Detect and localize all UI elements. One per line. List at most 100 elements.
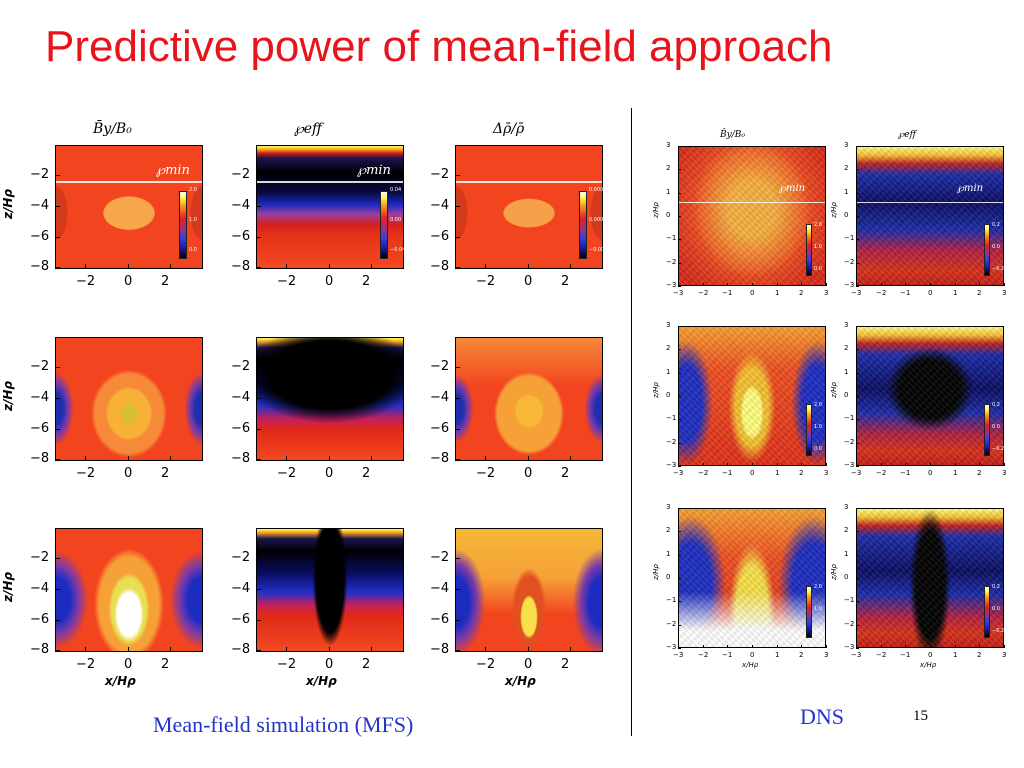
x-tick-label: −2 xyxy=(698,469,709,477)
colorbar-tick-label: 0.0 xyxy=(189,247,197,253)
colorbar-tick-label: 0.0 xyxy=(814,266,822,272)
x-tick-mark xyxy=(371,647,372,652)
dns-plot-r3-c1 xyxy=(678,508,826,648)
x-tick-label: 3 xyxy=(824,651,829,659)
mfs-caption: Mean-field simulation (MFS) xyxy=(153,712,414,737)
y-tick-mark xyxy=(455,459,460,460)
y-tick-label: −6 xyxy=(231,229,251,244)
colorbar-tick-label: 0.0000 xyxy=(589,217,607,223)
y-tick-mark xyxy=(856,216,859,217)
x-tick-mark xyxy=(128,647,129,652)
x-tick-label: 2 xyxy=(362,274,371,289)
y-tick-label: −8 xyxy=(30,451,50,466)
y-tick-label: −2 xyxy=(430,550,450,565)
x-tick-label: −2 xyxy=(476,466,496,481)
y-tick-mark xyxy=(256,589,261,590)
colorbar-tick-label: 1.0 xyxy=(814,244,822,250)
x-tick-label: −2 xyxy=(698,651,709,659)
y-tick-mark xyxy=(256,237,261,238)
x-tick-label: 2 xyxy=(161,657,170,672)
mfs-plot-r3-c1 xyxy=(55,528,203,652)
x-tick-mark xyxy=(170,647,171,652)
y-tick-label: −8 xyxy=(30,642,50,657)
x-tick-mark xyxy=(856,645,857,648)
y-tick-label: −4 xyxy=(30,198,50,213)
colorbar xyxy=(380,191,388,259)
colorbar-tick-label: 2.0 xyxy=(814,222,822,228)
x-tick-mark xyxy=(979,463,980,466)
x-tick-mark xyxy=(777,283,778,286)
y-tick-label: −2 xyxy=(30,167,50,182)
x-tick-mark xyxy=(170,456,171,461)
y-tick-mark xyxy=(856,531,859,532)
y-tick-mark xyxy=(678,466,681,467)
x-tick-label: 2 xyxy=(561,466,570,481)
colorbar-tick-label: −0.2 xyxy=(992,266,1005,272)
y-tick-label: −8 xyxy=(430,451,450,466)
pmin-line xyxy=(857,202,1003,203)
colorbar-tick-label: 1.0 xyxy=(189,217,197,223)
x-tick-label: −2 xyxy=(277,466,297,481)
y-tick-label: 0 xyxy=(844,391,849,399)
y-tick-mark xyxy=(455,175,460,176)
y-tick-label: −6 xyxy=(30,421,50,436)
x-tick-label: 1 xyxy=(953,289,958,297)
x-tick-mark xyxy=(905,645,906,648)
y-tick-mark xyxy=(856,349,859,350)
y-tick-label: −4 xyxy=(430,198,450,213)
mfs-column-title: ℘eff xyxy=(294,121,322,137)
dns-caption: DNS xyxy=(800,704,845,729)
mfs-plot-r2-c1 xyxy=(55,337,203,461)
vertical-divider xyxy=(631,108,632,736)
y-tick-mark xyxy=(55,206,60,207)
colorbar xyxy=(806,586,812,638)
x-tick-mark xyxy=(826,283,827,286)
y-tick-label: −2 xyxy=(666,620,677,628)
x-tick-label: −2 xyxy=(876,651,887,659)
x-tick-mark xyxy=(856,283,857,286)
y-tick-label: −6 xyxy=(30,229,50,244)
y-tick-label: 2 xyxy=(844,344,849,352)
x-tick-label: 2 xyxy=(561,657,570,672)
y-tick-label: 1 xyxy=(844,368,849,376)
x-tick-label: 1 xyxy=(775,651,780,659)
colorbar-tick-label: 0.0 xyxy=(814,446,822,452)
y-tick-label: 1 xyxy=(666,550,671,558)
pmin-label: ℘min xyxy=(779,183,806,194)
y-tick-label: 3 xyxy=(844,503,849,511)
y-tick-mark xyxy=(256,367,261,368)
y-tick-label: −4 xyxy=(30,581,50,596)
x-tick-label: 2 xyxy=(799,289,804,297)
y-tick-label: −4 xyxy=(430,390,450,405)
y-tick-mark xyxy=(678,349,681,350)
y-tick-label: −3 xyxy=(666,643,677,651)
y-tick-mark xyxy=(856,601,859,602)
x-tick-label: −2 xyxy=(76,657,96,672)
x-tick-mark xyxy=(801,283,802,286)
y-tick-label: −8 xyxy=(30,259,50,274)
x-tick-mark xyxy=(727,645,728,648)
x-tick-label: 0 xyxy=(928,651,933,659)
y-tick-mark xyxy=(678,531,681,532)
y-tick-mark xyxy=(678,419,681,420)
pmin-label: ℘min xyxy=(357,163,391,178)
x-tick-label: 2 xyxy=(977,651,982,659)
x-tick-label: −3 xyxy=(851,651,862,659)
colorbar-tick-label: 0.0 xyxy=(814,628,822,634)
x-tick-label: 1 xyxy=(775,469,780,477)
y-tick-mark xyxy=(55,237,60,238)
pmin-line xyxy=(456,181,602,183)
x-tick-label: 2 xyxy=(977,469,982,477)
y-axis-label: z/Hρ xyxy=(829,382,838,398)
x-tick-mark xyxy=(528,456,529,461)
x-tick-mark xyxy=(85,264,86,269)
y-tick-label: −4 xyxy=(30,390,50,405)
x-tick-mark xyxy=(570,264,571,269)
x-tick-mark xyxy=(752,463,753,466)
x-tick-mark xyxy=(329,264,330,269)
x-tick-mark xyxy=(85,647,86,652)
y-tick-mark xyxy=(256,398,261,399)
x-tick-mark xyxy=(801,645,802,648)
x-axis-label: x/Hρ xyxy=(742,661,759,669)
colorbar-tick-label: 0.2 xyxy=(992,584,1000,590)
